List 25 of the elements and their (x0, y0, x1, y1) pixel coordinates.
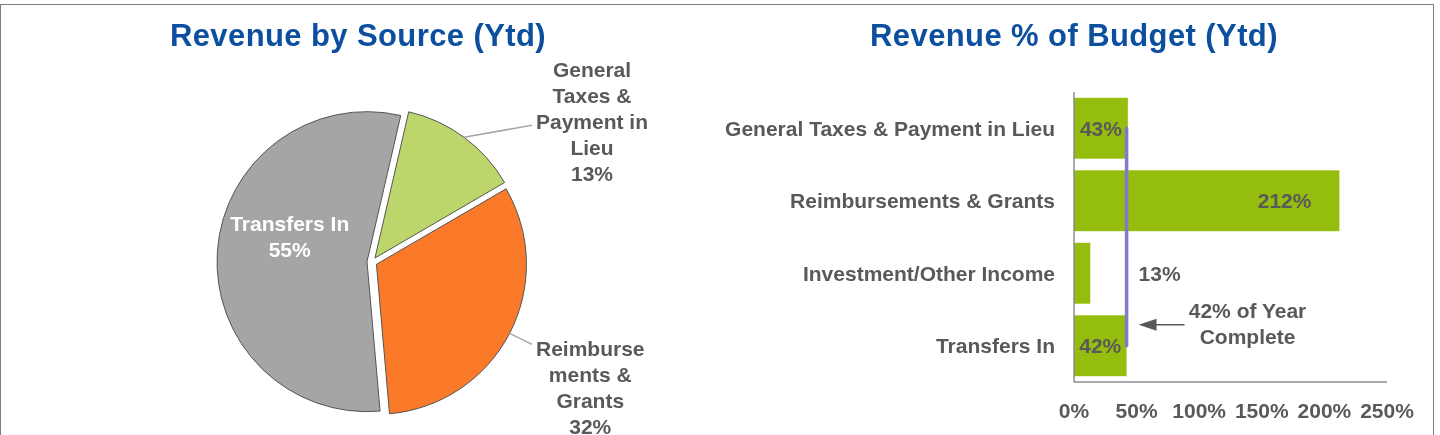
data-label: 13% (1138, 261, 1181, 285)
data-label: 43% (1079, 116, 1123, 140)
slice-label: General Taxes & Payment in Lieu (535, 57, 649, 159)
x-tick-label: 100% (1172, 398, 1227, 422)
x-tick-label: 0% (1058, 398, 1090, 422)
data-label: 42% (1079, 334, 1122, 358)
y-tick-label: General Taxes & Payment in Lieu (725, 116, 1055, 140)
x-tick-label: 200% (1297, 398, 1352, 422)
data-label: 13% (571, 161, 614, 185)
slice-label: Transfers In (230, 211, 350, 235)
bar (1074, 242, 1091, 304)
y-tick-label: Investment/Other Income (802, 261, 1055, 285)
ref-line-label: 42% of Year Complete (1188, 298, 1307, 348)
chart-title: Revenue % of Budget (Ytd) (870, 18, 1278, 53)
chart-title: Revenue by Source (Ytd) (169, 18, 547, 53)
y-tick-label: Transfers In (935, 334, 1055, 358)
x-tick-label: 250% (1360, 398, 1415, 422)
data-label: 212% (1257, 189, 1312, 213)
x-tick-label: 50% (1115, 398, 1158, 422)
x-tick-label: 150% (1234, 398, 1289, 422)
data-label: 32% (569, 414, 612, 435)
bar (1074, 170, 1340, 232)
data-label: 55% (268, 237, 312, 261)
slice-label: Reimbursements & Grants (536, 336, 645, 412)
y-tick-label: Reimbursements & Grants (790, 189, 1055, 213)
